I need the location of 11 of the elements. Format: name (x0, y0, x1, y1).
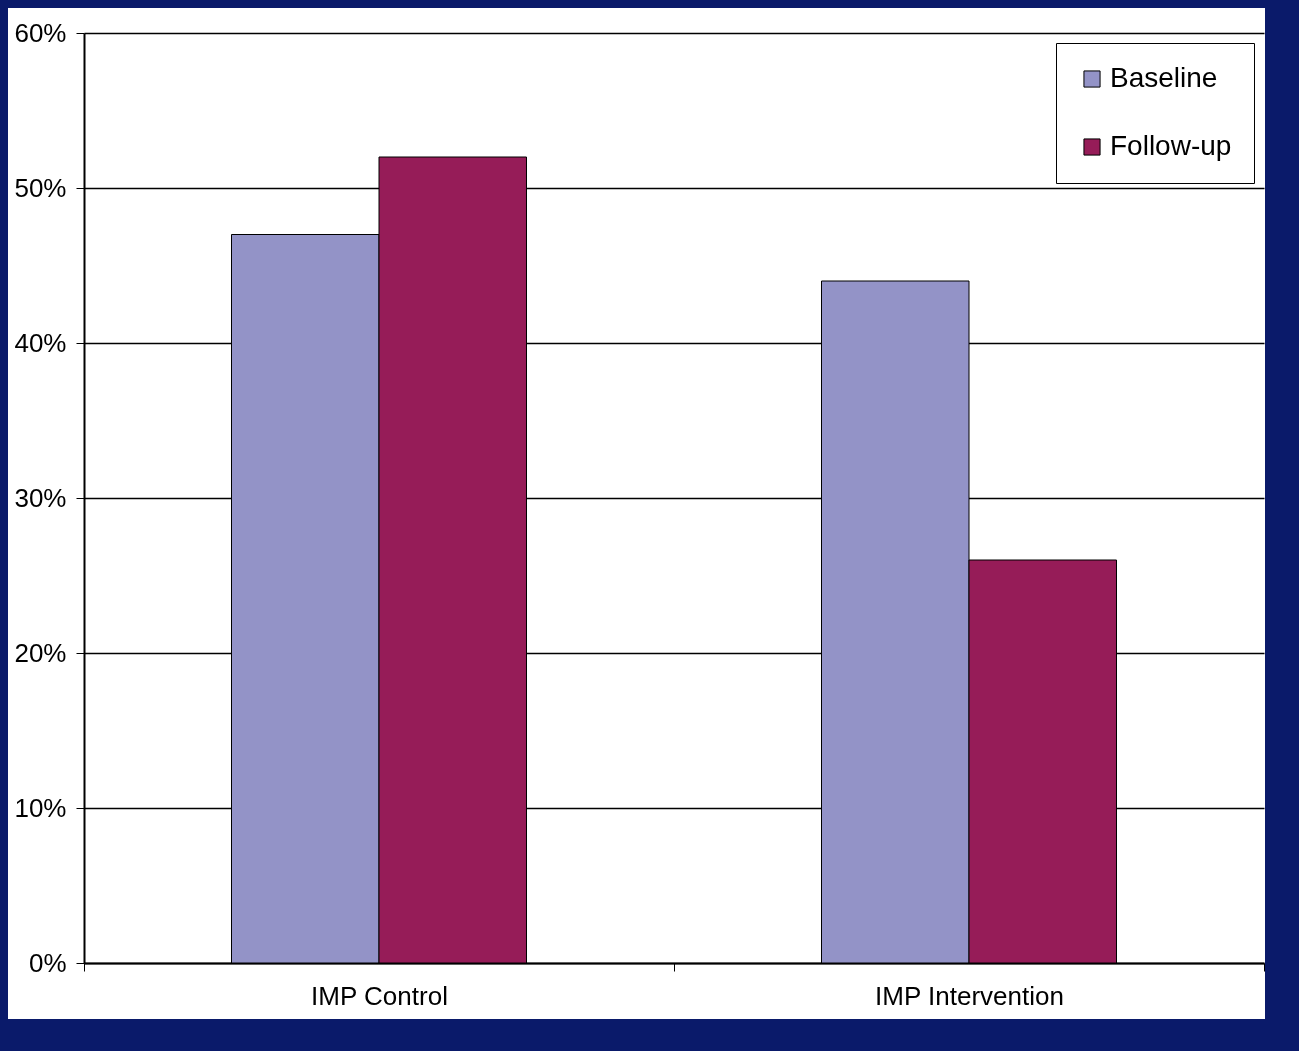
x-tick-label: IMP Intervention (875, 980, 1064, 1011)
y-tick-label: 0% (28, 947, 67, 978)
y-tick-label: 10% (14, 792, 67, 823)
y-tick-label: 50% (14, 172, 67, 203)
legend-label: Baseline (1110, 62, 1218, 93)
y-tick-label: 30% (14, 482, 67, 513)
x-tick-label: IMP Control (311, 980, 448, 1011)
y-tick-label: 40% (14, 327, 67, 358)
y-tick-label: 60% (14, 17, 67, 48)
y-tick-label: 20% (14, 637, 67, 668)
legend-label: Follow-up (1110, 130, 1232, 161)
